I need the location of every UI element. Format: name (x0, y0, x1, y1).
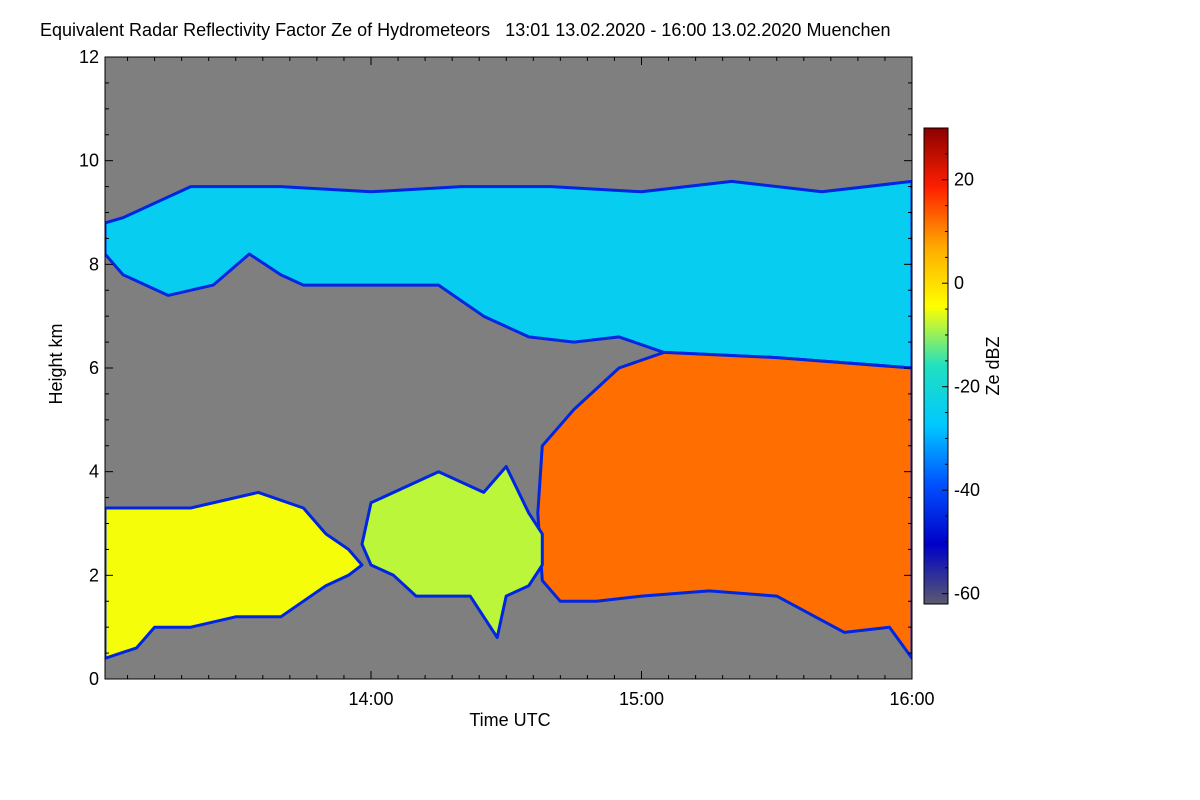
y-tick-label: 10 (79, 151, 99, 171)
y-tick-label: 0 (89, 669, 99, 689)
region-low-cloud-west (105, 490, 364, 660)
colorbar-axis: -60 -40 -20 0 20 (942, 127, 980, 604)
x-tick-label: 16:00 (889, 689, 934, 709)
colorbar-tick-label: -60 (954, 584, 980, 604)
chart-title: Equivalent Radar Reflectivity Factor Ze … (40, 20, 891, 40)
y-tick-label: 2 (89, 565, 99, 585)
x-axis: 14:00 15:00 16:00 (127, 57, 935, 709)
colorbar-tick-label: -20 (954, 377, 980, 397)
colorbar-tick-label: -40 (954, 480, 980, 500)
x-axis-label: Time UTC (469, 710, 550, 730)
region-upper-cloud-layer (105, 179, 912, 370)
region-precipitation-mass (536, 350, 912, 660)
y-tick-label: 8 (89, 254, 99, 274)
y-tick-label: 6 (89, 358, 99, 378)
x-tick-label: 15:00 (619, 689, 664, 709)
x-tick-label: 14:00 (348, 689, 393, 709)
colorbar-tick-label: 20 (954, 170, 974, 190)
region-low-cloud-middle (360, 465, 544, 639)
y-axis-label: Height km (46, 323, 66, 404)
y-tick-label: 4 (89, 462, 99, 482)
colorbar-label: Ze dBZ (983, 336, 1003, 395)
y-axis: 0 2 4 6 8 10 12 (79, 47, 912, 689)
colorbar-tick-label: 0 (954, 273, 964, 293)
reflectivity-regions (105, 179, 912, 660)
y-tick-label: 12 (79, 47, 99, 67)
colorbar (923, 127, 949, 605)
